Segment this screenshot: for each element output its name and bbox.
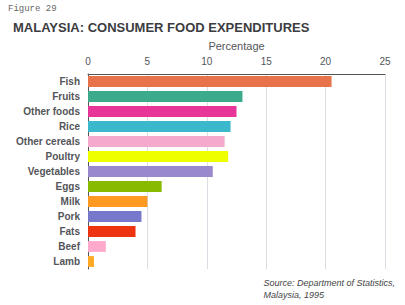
svg-text:Vegetables: Vegetables xyxy=(28,166,81,177)
svg-text:Source: Department of Statisti: Source: Department of Statistics, xyxy=(263,278,395,288)
svg-text:0: 0 xyxy=(85,56,91,67)
svg-text:Malaysia, 1995: Malaysia, 1995 xyxy=(263,290,325,300)
svg-text:5: 5 xyxy=(145,56,151,67)
svg-text:Beef: Beef xyxy=(58,241,80,252)
svg-text:Rice: Rice xyxy=(59,121,81,132)
svg-text:10: 10 xyxy=(201,56,213,67)
svg-text:Figure 29: Figure 29 xyxy=(8,4,57,14)
svg-text:Fruits: Fruits xyxy=(52,91,80,102)
svg-text:Lamb: Lamb xyxy=(53,256,80,267)
svg-text:Other cereals: Other cereals xyxy=(16,136,80,147)
svg-text:Eggs: Eggs xyxy=(56,181,81,192)
svg-text:MALAYSIA: CONSUMER FOOD EXPEND: MALAYSIA: CONSUMER FOOD EXPENDITURES xyxy=(13,20,310,35)
svg-text:20: 20 xyxy=(320,56,332,67)
svg-text:15: 15 xyxy=(261,56,273,67)
svg-text:Fats: Fats xyxy=(59,226,80,237)
svg-text:Fish: Fish xyxy=(59,76,80,87)
svg-text:Milk: Milk xyxy=(61,196,81,207)
svg-text:25: 25 xyxy=(379,56,391,67)
svg-text:Percentage: Percentage xyxy=(208,40,264,52)
svg-text:Pork: Pork xyxy=(58,211,81,222)
svg-text:Other foods: Other foods xyxy=(23,106,80,117)
svg-text:Poultry: Poultry xyxy=(46,151,81,162)
